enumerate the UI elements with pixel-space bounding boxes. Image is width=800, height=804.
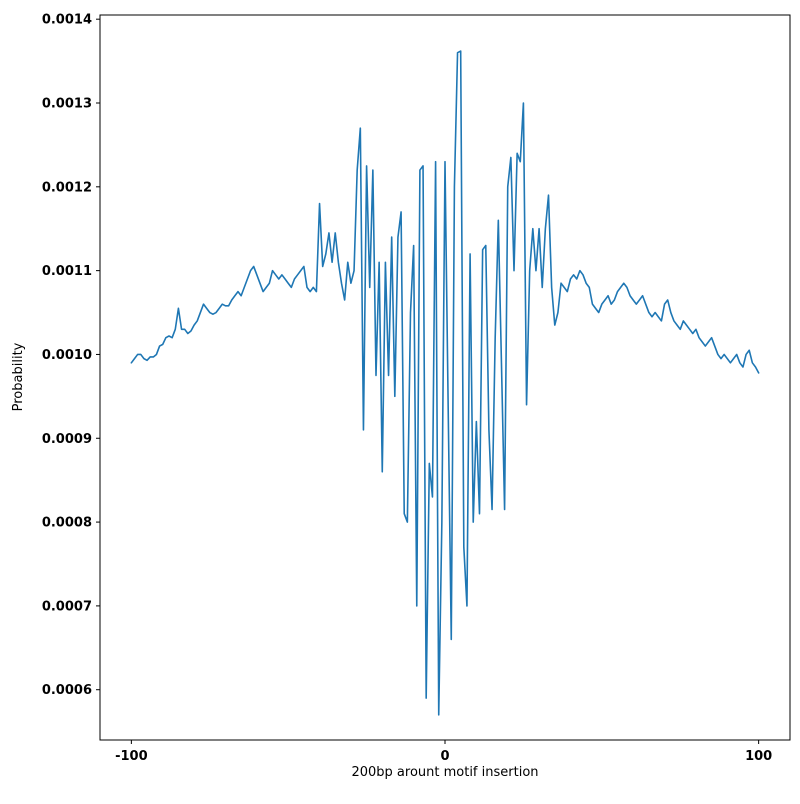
data-line-insertion-probability [130, 50, 760, 716]
y-axis-label: Probability [11, 342, 26, 411]
y-tick-label: 0.0012 [42, 180, 92, 195]
plot-area: -100 0 100 0.0006 0.0007 0.0008 0.0009 0.0010 0.… [42, 13, 791, 764]
axes-frame [99, 14, 791, 741]
y-tick-label: 0.0009 [42, 432, 92, 447]
y-tick-label: 0.0011 [42, 264, 92, 279]
x-tick-label: 100 [745, 749, 772, 764]
x-tick-label: -100 [115, 749, 148, 764]
y-tick-label: 0.0008 [42, 516, 92, 531]
y-tick-label: 0.0013 [42, 97, 92, 112]
y-tick-label: 0.0010 [42, 348, 92, 363]
y-tick-label: 0.0006 [42, 683, 92, 698]
y-tick-label: 0.0014 [42, 13, 92, 28]
x-axis-label: 200bp arount motif insertion [351, 765, 538, 780]
x-tick-label: 0 [440, 749, 449, 764]
y-tick-label: 0.0007 [42, 599, 92, 614]
